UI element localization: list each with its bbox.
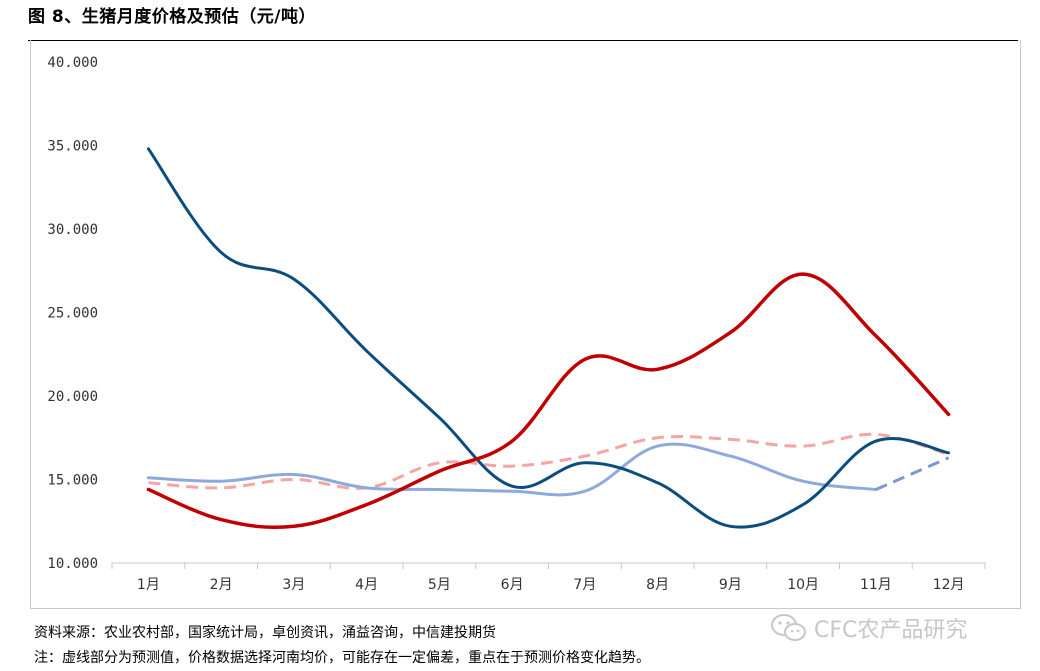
x-tick-label: 5月: [428, 577, 451, 593]
y-tick-label: 30.000: [47, 222, 98, 238]
watermark-text: CFC农产品研究: [814, 618, 968, 643]
x-tick-label: 10月: [787, 577, 819, 593]
x-tick-label: 11月: [860, 577, 892, 593]
y-tick-label: 25.000: [47, 306, 98, 322]
x-tick-label: 7月: [573, 577, 596, 593]
x-tick-label: 2月: [210, 577, 233, 593]
x-tick-label: 3月: [282, 577, 305, 593]
x-tick-label: 4月: [355, 577, 378, 593]
x-tick-label: 9月: [719, 577, 742, 593]
y-tick-label: 15.000: [47, 473, 98, 489]
x-tick-label: 12月: [933, 577, 965, 593]
series-line-2: [146, 272, 951, 530]
chart-frame: [30, 40, 1021, 609]
y-tick-label: 40.000: [47, 55, 98, 71]
title-rule: [28, 40, 1018, 41]
series-line-5: [148, 432, 950, 490]
x-tick-label: 1月: [137, 577, 160, 593]
y-tick-label: 20.000: [47, 389, 98, 405]
y-tick-label: 35.000: [47, 139, 98, 155]
x-tick-label: 8月: [646, 577, 669, 593]
source-note: 资料来源：农业农村部，国家统计局，卓创资讯，涌益咨询，中信建投期货: [34, 625, 496, 641]
forecast-note: 注：虚线部分为预测值，价格数据选择河南均价，可能存在一定偏差，重点在于预测价格变…: [34, 650, 650, 666]
x-tick-label: 6月: [501, 577, 524, 593]
y-tick-label: 10.000: [47, 556, 98, 572]
watermark: CFC农产品研究: [770, 612, 967, 644]
wechat-icon: [771, 614, 806, 641]
line-chart: 10.000 15.000 20.000 25.000 30.000 35.000 40.0…: [47, 55, 986, 593]
series-line-4: [875, 456, 950, 491]
series-line-3: [146, 442, 878, 497]
figure-title: 图 8、生猪月度价格及预估（元/吨）: [28, 7, 316, 27]
series-line-1: [146, 147, 951, 529]
